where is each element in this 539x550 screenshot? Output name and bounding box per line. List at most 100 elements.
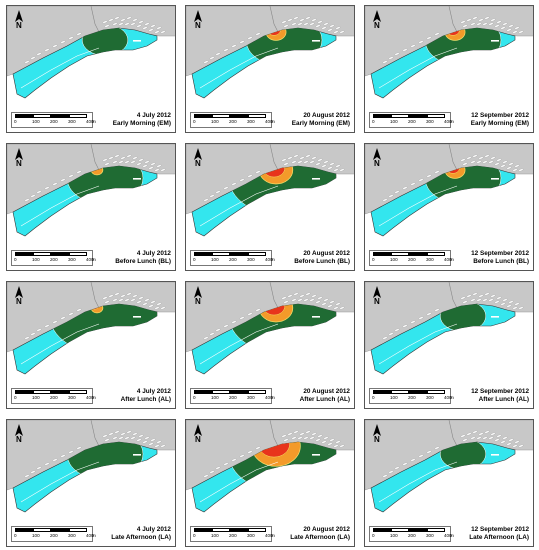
scale-tick-label: 300 xyxy=(247,257,255,262)
map-canvas xyxy=(186,144,354,237)
panel-caption: 20 August 2012 Before Lunch (BL) xyxy=(294,250,350,266)
north-arrow: N xyxy=(371,148,383,170)
map-canvas xyxy=(186,282,354,375)
map-canvas xyxy=(365,282,533,375)
panel-caption: 4 July 2012 After Lunch (AL) xyxy=(121,388,171,404)
caption-date: 12 September 2012 xyxy=(471,250,529,257)
panel-caption: 12 September 2012 Late Afternoon (LA) xyxy=(469,526,529,542)
water-stripes xyxy=(199,40,320,89)
scale-tick-label: 400 xyxy=(265,533,273,538)
north-arrow: N xyxy=(371,424,383,446)
scale-tick-label: 300 xyxy=(68,533,76,538)
scale-bar: 0 100 200 300 400 m xyxy=(369,526,454,542)
map-canvas xyxy=(7,6,175,99)
water-stripes xyxy=(199,178,320,227)
north-arrow: N xyxy=(192,10,204,32)
boundary-line xyxy=(269,6,279,33)
caption-period: Late Afternoon (LA) xyxy=(111,534,171,541)
caption-date: 20 August 2012 xyxy=(303,250,350,257)
north-arrow: N xyxy=(192,148,204,170)
map-panel: N 0 100 200 300 400 m 12 September 2012 After Lu… xyxy=(364,281,534,409)
scale-tick-label: 200 xyxy=(408,119,416,124)
north-arrow: N xyxy=(192,286,204,308)
scale-tick-label: 300 xyxy=(68,119,76,124)
scale-tick-label: 100 xyxy=(390,119,398,124)
scale-tick-label: 400 xyxy=(444,119,452,124)
scale-tick-label: 100 xyxy=(390,395,398,400)
scale-bar: 0 100 200 300 400 m xyxy=(190,388,275,404)
map-canvas xyxy=(186,6,354,99)
scale-bar: 0 100 200 300 400 m xyxy=(369,388,454,404)
scale-tick-label: 0 xyxy=(193,395,196,400)
map-canvas xyxy=(7,282,175,375)
scale-tick-label: 400 xyxy=(86,257,94,262)
water-stripes xyxy=(378,40,499,89)
north-arrow: N xyxy=(192,424,204,446)
scale-unit: m xyxy=(271,533,275,538)
north-label: N xyxy=(16,159,22,168)
water-stripes xyxy=(20,316,141,365)
north-label: N xyxy=(195,159,201,168)
reef-fragments xyxy=(382,154,524,202)
north-arrow-icon xyxy=(373,148,381,160)
boundary-line xyxy=(448,420,458,447)
north-arrow-icon xyxy=(373,286,381,298)
north-label: N xyxy=(16,21,22,30)
scale-tick-label: 400 xyxy=(86,395,94,400)
scale-tick-label: 100 xyxy=(390,257,398,262)
scale-tick-label: 400 xyxy=(265,257,273,262)
scale-tick-label: 300 xyxy=(247,533,255,538)
scale-tick-label: 0 xyxy=(372,119,375,124)
scale-bar: 0 100 200 300 400 m xyxy=(11,526,96,542)
panel-caption: 20 August 2012 After Lunch (AL) xyxy=(300,388,350,404)
caption-date: 20 August 2012 xyxy=(303,526,350,533)
map-canvas xyxy=(365,144,533,237)
water-stripes xyxy=(20,40,141,89)
north-label: N xyxy=(16,297,22,306)
north-arrow: N xyxy=(371,10,383,32)
north-arrow-icon xyxy=(194,10,202,22)
scale-tick-label: 200 xyxy=(408,257,416,262)
scale-tick-label: 100 xyxy=(32,119,40,124)
map-panel: N 0 100 200 300 400 m 12 September 2012 Late Aft… xyxy=(364,419,534,547)
map-panel: N 0 100 200 300 400 m 4 July 2012 After Lunch (A… xyxy=(6,281,176,409)
reef-fragments xyxy=(24,154,166,202)
north-label: N xyxy=(195,435,201,444)
scale-tick-label: 200 xyxy=(229,395,237,400)
scale-tick-label: 400 xyxy=(86,533,94,538)
north-label: N xyxy=(195,21,201,30)
map-canvas xyxy=(365,420,533,513)
scale-tick-label: 400 xyxy=(444,395,452,400)
caption-period: After Lunch (AL) xyxy=(120,396,171,403)
scale-bar: 0 100 200 300 400 m xyxy=(11,388,96,404)
north-arrow-icon xyxy=(194,148,202,160)
panel-caption: 4 July 2012 Late Afternoon (LA) xyxy=(111,526,171,542)
north-arrow-icon xyxy=(194,286,202,298)
panel-caption: 4 July 2012 Before Lunch (BL) xyxy=(115,250,171,266)
boundary-line xyxy=(448,144,458,171)
scale-unit: m xyxy=(450,395,454,400)
map-canvas xyxy=(186,420,354,513)
caption-period: Early Morning (EM) xyxy=(291,120,350,127)
scale-tick-label: 0 xyxy=(193,533,196,538)
caption-period: Before Lunch (BL) xyxy=(473,258,529,265)
scale-tick-label: 400 xyxy=(444,257,452,262)
north-label: N xyxy=(374,297,380,306)
water-stripes xyxy=(199,316,320,365)
scale-bar: 0 100 200 300 400 m xyxy=(369,250,454,266)
caption-date: 20 August 2012 xyxy=(303,112,350,119)
scale-tick-label: 400 xyxy=(265,119,273,124)
north-arrow: N xyxy=(13,10,25,32)
scale-tick-label: 400 xyxy=(86,119,94,124)
reef-fragments xyxy=(24,430,166,478)
scale-tick-label: 100 xyxy=(211,257,219,262)
scale-bar: 0 100 200 300 400 m xyxy=(190,250,275,266)
scale-tick-label: 300 xyxy=(68,395,76,400)
north-arrow-icon xyxy=(373,424,381,436)
caption-date: 12 September 2012 xyxy=(471,112,529,119)
caption-period: After Lunch (AL) xyxy=(478,396,529,403)
reef-fragments xyxy=(203,154,345,202)
north-label: N xyxy=(374,159,380,168)
scale-tick-label: 300 xyxy=(426,533,434,538)
north-arrow-icon xyxy=(15,148,23,160)
